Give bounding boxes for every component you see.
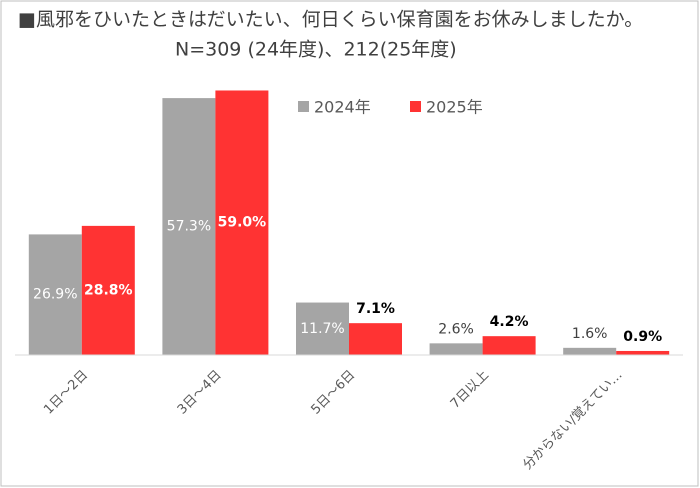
data-label: 7.1%: [356, 301, 395, 317]
data-label: 2.6%: [438, 321, 474, 337]
bar: [28, 234, 82, 355]
data-label: 11.7%: [300, 321, 344, 337]
legend-label: 2024年: [314, 98, 371, 117]
bar: [215, 90, 269, 355]
bar: [429, 343, 483, 355]
data-label: 28.8%: [84, 282, 133, 298]
bar: [81, 225, 135, 355]
legend-swatch: [410, 101, 421, 112]
legend-label: 2025年: [426, 98, 483, 117]
data-label: 26.9%: [33, 287, 77, 303]
chart-subtitle: N=309 (24年度)、212(25年度): [175, 39, 457, 61]
bar: [349, 323, 402, 355]
data-label: 57.3%: [167, 219, 211, 235]
bar: [482, 336, 536, 355]
data-label: 1.6%: [572, 326, 608, 342]
bar: [616, 350, 670, 355]
bar: [563, 347, 617, 355]
data-label: 4.2%: [490, 314, 529, 330]
chart-title: ■風邪をひいたときはだいたい、何日くらい保育園をお休みしましたか。: [18, 9, 643, 31]
bar: [162, 98, 216, 355]
data-label: 0.9%: [623, 329, 662, 345]
bar: [296, 302, 349, 355]
data-label: 59.0%: [218, 215, 267, 231]
legend-swatch: [298, 101, 309, 112]
